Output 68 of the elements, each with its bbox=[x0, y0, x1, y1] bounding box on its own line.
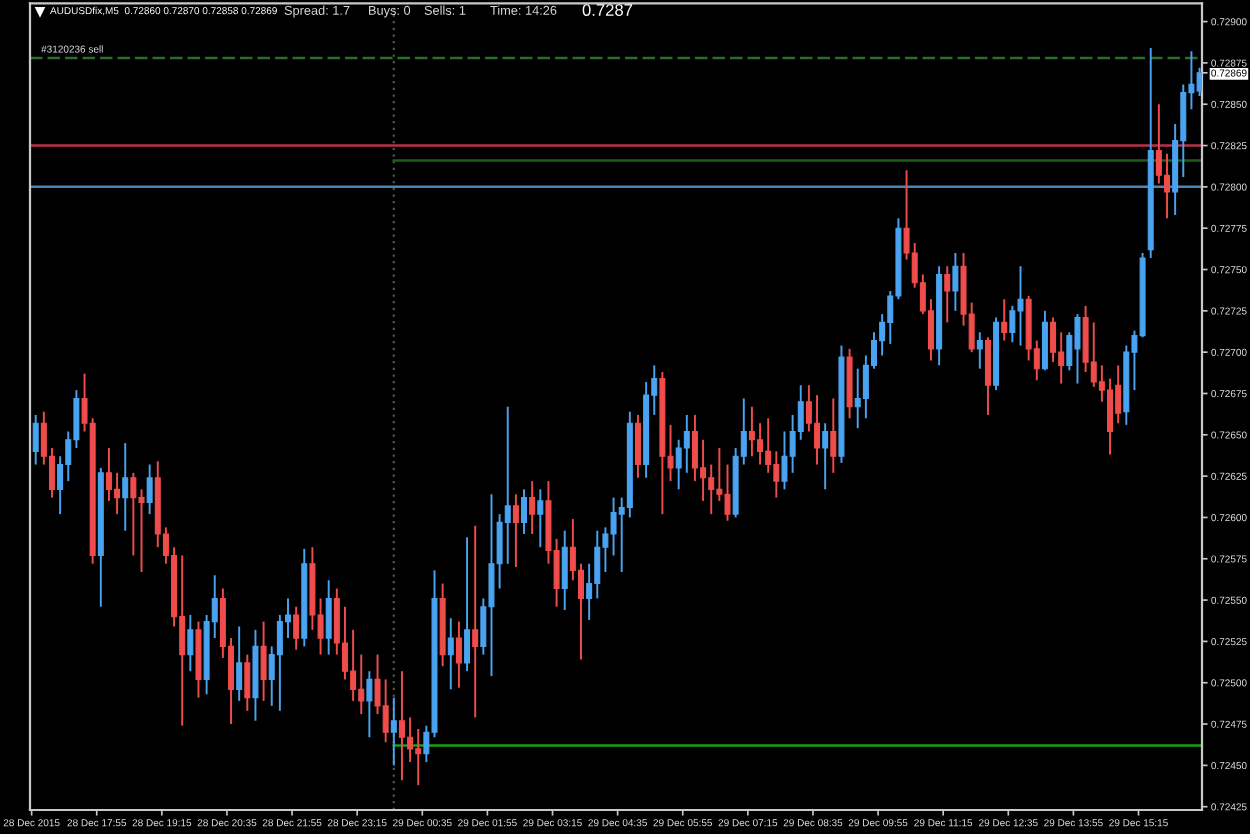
candlestick bbox=[350, 628, 357, 702]
candlestick bbox=[952, 252, 959, 312]
candlestick bbox=[236, 625, 243, 702]
annotation: 0.7287 bbox=[582, 4, 633, 16]
candlestick bbox=[1090, 321, 1097, 388]
candlestick bbox=[700, 438, 707, 502]
candlestick bbox=[260, 620, 267, 702]
candlestick bbox=[504, 405, 511, 565]
candlestick bbox=[122, 442, 129, 532]
candlestick bbox=[529, 480, 536, 535]
candlestick bbox=[415, 728, 422, 787]
candlestick bbox=[1107, 377, 1114, 456]
candlestick bbox=[984, 336, 991, 416]
candlestick bbox=[32, 413, 39, 466]
candlestick bbox=[293, 605, 300, 651]
candlestick bbox=[472, 524, 479, 719]
candlestick bbox=[512, 493, 519, 568]
candlestick bbox=[1009, 304, 1016, 344]
candlestick bbox=[390, 696, 397, 767]
candlestick bbox=[594, 529, 601, 600]
candlestick bbox=[757, 422, 764, 466]
candlestick bbox=[179, 554, 186, 727]
candlestick bbox=[1074, 313, 1081, 385]
candlestick bbox=[708, 463, 715, 516]
candlestick bbox=[464, 536, 471, 673]
candlestick bbox=[1017, 265, 1024, 347]
candlestick bbox=[1050, 316, 1057, 364]
candlestick bbox=[610, 496, 617, 557]
candlestick bbox=[561, 529, 568, 611]
candlestick bbox=[366, 670, 373, 739]
candlestick bbox=[814, 394, 821, 466]
candlestick bbox=[1115, 364, 1122, 425]
candlestick bbox=[683, 413, 690, 474]
candlestick bbox=[276, 613, 283, 712]
candlestick bbox=[488, 493, 495, 678]
candlestick bbox=[1155, 103, 1162, 185]
candlestick bbox=[521, 488, 528, 535]
candlestick bbox=[325, 579, 332, 656]
candlestick bbox=[1164, 152, 1170, 220]
candlestick bbox=[455, 620, 462, 689]
candlestick bbox=[447, 617, 454, 691]
candlestick bbox=[830, 397, 837, 474]
candlestick bbox=[724, 463, 731, 522]
candlestick bbox=[822, 422, 829, 491]
candlestick bbox=[537, 488, 544, 549]
candlestick bbox=[187, 613, 194, 673]
candlestick bbox=[675, 438, 682, 491]
candlestick bbox=[382, 678, 389, 744]
candlestick bbox=[1001, 298, 1008, 342]
candlestick bbox=[748, 405, 755, 458]
candlestick bbox=[854, 367, 861, 430]
candlestick bbox=[773, 450, 780, 499]
candlestick bbox=[114, 471, 121, 516]
candlestick bbox=[1196, 66, 1202, 97]
candlestick bbox=[407, 716, 414, 764]
candlestick bbox=[244, 653, 251, 712]
candlestick bbox=[146, 463, 153, 516]
candlestick bbox=[765, 417, 772, 474]
candlestick bbox=[944, 265, 951, 324]
candlestick bbox=[105, 447, 112, 502]
candlestick bbox=[781, 430, 788, 491]
candlestick bbox=[976, 331, 983, 370]
candlestick bbox=[398, 670, 405, 782]
candlestick bbox=[691, 413, 698, 483]
candlestick bbox=[634, 413, 641, 479]
candlestick bbox=[1041, 309, 1048, 372]
candlestick bbox=[358, 653, 365, 716]
candlestick bbox=[130, 471, 137, 557]
